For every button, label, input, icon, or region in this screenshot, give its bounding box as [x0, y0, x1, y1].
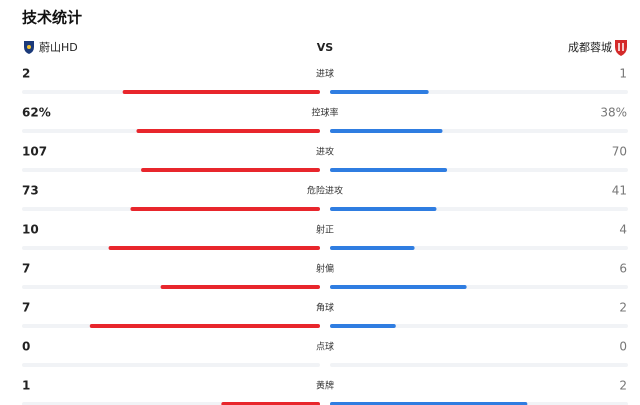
away-bar — [330, 90, 429, 94]
home-bar — [89, 324, 321, 328]
home-bar — [221, 402, 320, 405]
track — [330, 324, 628, 328]
away-value: 6 — [619, 262, 627, 276]
stat-label: 控球率 — [311, 107, 338, 119]
stat-label: 射正 — [316, 224, 334, 236]
title: 技术统计 — [22, 9, 82, 27]
home-bar — [122, 90, 321, 94]
home-value: 0 — [22, 340, 30, 354]
home-value: 7 — [22, 301, 30, 315]
home-bar — [130, 207, 320, 211]
away-bar — [330, 285, 467, 289]
away-bar — [330, 324, 396, 328]
away-value: 41 — [612, 184, 627, 198]
away-value: 2 — [619, 301, 627, 315]
vs: VS — [317, 41, 334, 54]
track — [330, 363, 628, 367]
stat-label: 危险进攻 — [307, 185, 343, 197]
away-bar — [330, 168, 448, 172]
home-bar — [141, 168, 320, 172]
home-bar — [136, 129, 320, 133]
home-value: 7 — [22, 262, 30, 276]
stat-label: 进攻 — [316, 146, 334, 158]
track — [22, 363, 320, 367]
home-logo — [24, 41, 34, 54]
stat-label: 角球 — [316, 302, 334, 314]
away-bar — [330, 129, 443, 133]
away-value: 4 — [619, 223, 627, 237]
stat-label: 点球 — [316, 341, 334, 353]
away-value: 70 — [612, 145, 627, 159]
away-bar — [330, 402, 528, 405]
home-bar — [160, 285, 320, 289]
home-value: 10 — [22, 223, 39, 237]
home-value: 73 — [22, 184, 39, 198]
away-value: 0 — [619, 340, 627, 354]
away-value: 38% — [600, 106, 627, 120]
home-value: 107 — [22, 145, 47, 159]
stat-label: 射偏 — [316, 263, 334, 275]
stat-label: 黄牌 — [316, 380, 334, 392]
home-value: 62% — [22, 106, 51, 120]
home-bar — [108, 246, 320, 250]
away-bar — [330, 207, 437, 211]
home-value: 2 — [22, 67, 30, 81]
home-team: 蔚山HD — [39, 41, 78, 54]
home-value: 1 — [22, 379, 30, 393]
away-value: 2 — [619, 379, 627, 393]
away-logo — [615, 40, 627, 56]
away-bar — [330, 246, 415, 250]
stat-label: 进球 — [316, 68, 334, 80]
away-team: 成都蓉城 — [568, 41, 612, 54]
away-value: 1 — [619, 67, 627, 81]
